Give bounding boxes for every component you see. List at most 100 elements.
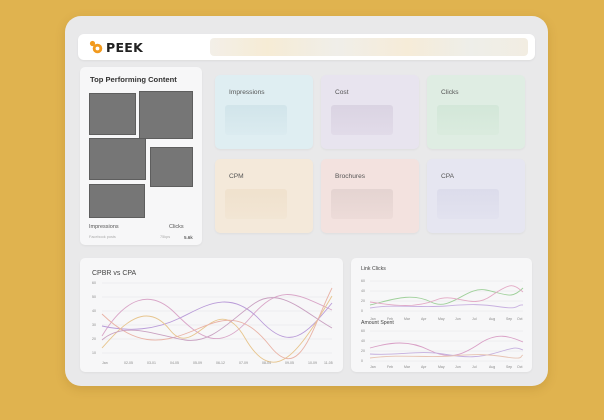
card-title: Top Performing Content xyxy=(90,75,177,84)
metric-value-blurred xyxy=(437,105,499,135)
y-tick: 0 xyxy=(361,359,363,363)
x-tick: Oct xyxy=(517,317,522,321)
x-tick: 04-05 xyxy=(170,361,179,365)
series-line xyxy=(369,285,524,306)
grid-lines xyxy=(370,330,523,362)
series-line xyxy=(101,301,333,338)
content-thumbnail[interactable] xyxy=(89,184,145,218)
cpbr-vs-cpa-chart-card: CPBR vs CPA 60 50 40 30 20 10 xyxy=(80,258,343,372)
top-bar: PEEK xyxy=(78,34,535,60)
x-tick: Jul xyxy=(472,365,477,369)
x-tick: Feb xyxy=(387,317,393,321)
series-line xyxy=(101,295,333,363)
chart-title: CPBR vs CPA xyxy=(92,270,137,277)
search-bar[interactable] xyxy=(210,38,528,56)
y-tick: 60 xyxy=(361,279,365,283)
x-tick: 06-12 xyxy=(216,361,225,365)
y-tick: 40 xyxy=(361,339,365,343)
y-tick: 20 xyxy=(361,299,365,303)
y-tick: 10 xyxy=(92,351,96,355)
content-thumbnail[interactable] xyxy=(150,147,193,187)
x-tick: Sep xyxy=(506,317,512,321)
series-lines xyxy=(369,335,524,359)
x-tick: Jan xyxy=(370,365,376,369)
metric-card-brochures[interactable]: Brochures xyxy=(321,159,419,233)
link-clicks-title: Link Clicks xyxy=(361,266,386,272)
series-line xyxy=(369,335,524,357)
x-tick: Jun xyxy=(455,365,461,369)
x-tick: Oct xyxy=(517,365,522,369)
row-value: 5.6k xyxy=(184,235,193,240)
brand-logo[interactable]: PEEK xyxy=(88,39,143,55)
series-line xyxy=(101,287,333,360)
content-thumbnail[interactable] xyxy=(139,91,193,139)
small-charts-card: Link Clicks 60 40 20 0 Jan Feb Mar Ap xyxy=(351,258,532,372)
x-tick: 08-04 xyxy=(262,361,271,365)
metric-label: Cost xyxy=(335,89,349,96)
x-tick: Aug xyxy=(489,317,495,321)
brand-name: PEEK xyxy=(106,39,144,55)
grid-lines xyxy=(370,280,523,312)
amount-spent-title: Amount Spent xyxy=(361,320,394,326)
y-tick: 20 xyxy=(92,337,96,341)
x-tick: 02-05 xyxy=(124,361,133,365)
y-tick: 60 xyxy=(361,329,365,333)
row-subtext-2: 75kps xyxy=(160,235,171,239)
x-tick: Sep xyxy=(506,365,512,369)
series-lines xyxy=(369,285,524,309)
metric-card-cost[interactable]: Cost xyxy=(321,75,419,149)
x-tick: May xyxy=(438,317,445,321)
y-tick: 30 xyxy=(92,323,96,327)
amount-spent-chart: 60 40 20 0 Jan Feb Mar Apr May Jun xyxy=(361,329,524,369)
dashboard-window: PEEK Top Performing Content Impressions … xyxy=(65,16,548,386)
x-tick: 09-05 xyxy=(285,361,294,365)
x-tick: Jan xyxy=(370,317,376,321)
x-tick: May xyxy=(438,365,445,369)
y-tick: 0 xyxy=(361,309,363,313)
metric-card-impressions[interactable]: Impressions xyxy=(215,75,313,149)
y-tick: 60 xyxy=(92,281,96,285)
metric-value-blurred xyxy=(331,189,393,219)
metric-value-blurred xyxy=(437,189,499,219)
grid-lines xyxy=(102,282,332,354)
impressions-header: Impressions xyxy=(89,224,119,230)
x-axis-ticks: Jan 02-05 03-01 04-05 05-09 06-12 07-09 … xyxy=(102,361,333,365)
series-line xyxy=(369,287,524,306)
series-lines xyxy=(101,287,333,363)
y-axis-ticks: 60 40 20 0 xyxy=(361,329,365,363)
x-tick: Apr xyxy=(421,365,427,369)
peek-logo-icon xyxy=(89,40,103,54)
metric-value-blurred xyxy=(225,105,287,135)
x-tick: Mar xyxy=(404,317,411,321)
content-thumbnail[interactable] xyxy=(89,138,146,180)
series-line xyxy=(369,304,524,309)
series-line xyxy=(369,354,524,359)
link-clicks-chart: 60 40 20 0 Jan Feb Mar Apr May Jun xyxy=(361,279,524,321)
row-subtext: Facebook posts xyxy=(89,235,116,239)
x-tick: Aug xyxy=(489,365,495,369)
y-tick: 40 xyxy=(92,309,96,313)
metric-card-cpa[interactable]: CPA xyxy=(427,159,525,233)
metric-label: Brochures xyxy=(335,173,366,180)
metric-card-clicks[interactable]: Clicks xyxy=(427,75,525,149)
x-tick: Jul xyxy=(472,317,477,321)
x-tick: 11-05 xyxy=(324,361,333,365)
y-tick: 20 xyxy=(361,349,365,353)
metric-label: CPA xyxy=(441,173,455,180)
metric-value-blurred xyxy=(225,189,287,219)
x-tick: 05-09 xyxy=(193,361,202,365)
metric-label: Clicks xyxy=(441,89,459,96)
top-performing-content-card: Top Performing Content Impressions Click… xyxy=(80,67,202,245)
y-axis-ticks: 60 40 20 0 xyxy=(361,279,365,313)
x-tick: 03-01 xyxy=(147,361,156,365)
metric-card-cpm[interactable]: CPM xyxy=(215,159,313,233)
x-tick: Mar xyxy=(404,365,411,369)
x-tick: Feb xyxy=(387,365,393,369)
y-tick: 40 xyxy=(361,289,365,293)
series-line xyxy=(101,294,333,339)
x-tick: Jan xyxy=(102,361,108,365)
content-thumbnail[interactable] xyxy=(89,93,136,135)
x-axis-ticks: Jan Feb Mar Apr May Jun Jul Aug Sep Oct xyxy=(370,365,522,369)
y-axis-ticks: 60 50 40 30 20 10 xyxy=(92,281,96,355)
metric-label: Impressions xyxy=(229,89,265,96)
